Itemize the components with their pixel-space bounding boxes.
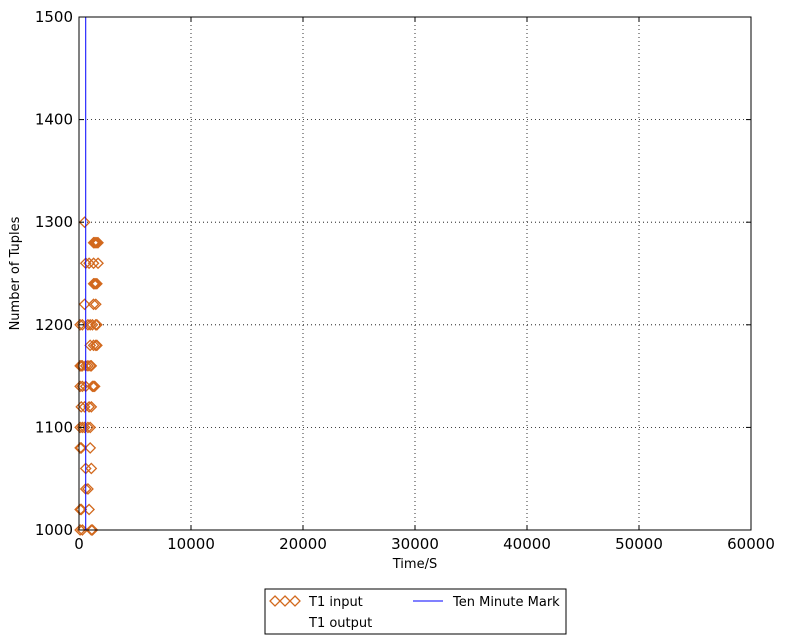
- legend-label: T1 output: [308, 616, 372, 631]
- legend: T1 input T1 output Ten Minute Mark: [264, 588, 567, 635]
- x-tick-label: 30000: [391, 535, 439, 553]
- data-point: [74, 380, 87, 393]
- legend-label: T1 input: [308, 595, 363, 610]
- x-tick-label: 40000: [503, 535, 551, 553]
- data-point: [78, 216, 91, 229]
- data-point: [87, 298, 100, 311]
- axis-ticks: 0 10000 20000 30000 40000 50000 60000 1000 1100 1…: [35, 8, 775, 553]
- y-tick-label: 1200: [35, 316, 73, 334]
- legend-diamond-swatch: [289, 595, 301, 607]
- data-point: [84, 442, 97, 454]
- x-tick-label: 60000: [727, 535, 775, 553]
- data-point: [82, 421, 94, 434]
- data-point: [78, 421, 91, 434]
- data-point: [92, 257, 104, 270]
- data-point: [88, 380, 101, 393]
- y-tick-label: 1500: [35, 8, 73, 26]
- x-tick-label: 10000: [167, 535, 215, 553]
- data-point: [87, 236, 100, 249]
- data-point: [85, 400, 98, 413]
- data-point: [87, 257, 100, 270]
- data-point: [74, 318, 87, 331]
- data-point: [91, 339, 103, 352]
- data-point: [87, 277, 100, 290]
- x-tick-label: 20000: [279, 535, 327, 553]
- data-point: [82, 359, 94, 372]
- data-point: [74, 421, 87, 434]
- data-point: [82, 318, 94, 331]
- legend-diamond-swatch: [279, 595, 291, 607]
- x-axis-label: Time/S: [392, 557, 437, 572]
- legend-label: Ten Minute Mark: [452, 595, 560, 610]
- data-point: [91, 318, 103, 331]
- data-point: [89, 236, 102, 249]
- data-point: [78, 298, 91, 311]
- data-point: [74, 442, 87, 454]
- data-point: [87, 380, 100, 393]
- data-point: [91, 236, 103, 249]
- data-point: [75, 400, 88, 413]
- data-point: [89, 298, 102, 311]
- y-tick-label: 1400: [35, 111, 73, 129]
- y-tick-label: 1000: [35, 521, 73, 539]
- data-point: [75, 442, 88, 454]
- data-point: [89, 339, 102, 352]
- data-point: [84, 359, 97, 372]
- x-tick-label: 0: [74, 535, 84, 553]
- data-point: [88, 236, 101, 249]
- legend-diamond-swatch: [269, 595, 281, 607]
- data-point: [86, 318, 99, 331]
- data-point: [89, 277, 102, 290]
- data-point: [84, 421, 97, 434]
- data-point: [74, 503, 87, 516]
- data-point: [74, 524, 87, 536]
- y-tick-label: 1300: [35, 213, 73, 231]
- data-point: [85, 359, 98, 372]
- y-axis-label: Number of Tuples: [8, 216, 23, 330]
- series-layer: [74, 17, 104, 536]
- legend-box: [264, 588, 567, 635]
- data-point: [91, 277, 103, 290]
- x-tick-label: 50000: [615, 535, 663, 553]
- grid-lines: [79, 17, 751, 530]
- data-point: [85, 524, 98, 536]
- data-point: [88, 277, 101, 290]
- data-point: [82, 483, 94, 495]
- data-point: [92, 236, 104, 249]
- data-point: [86, 380, 99, 393]
- data-point: [89, 318, 102, 331]
- y-tick-label: 1100: [35, 418, 73, 436]
- data-point: [86, 524, 99, 536]
- data-point: [87, 339, 100, 352]
- data-point: [74, 359, 87, 372]
- data-point: [85, 462, 98, 475]
- data-point: [75, 503, 88, 516]
